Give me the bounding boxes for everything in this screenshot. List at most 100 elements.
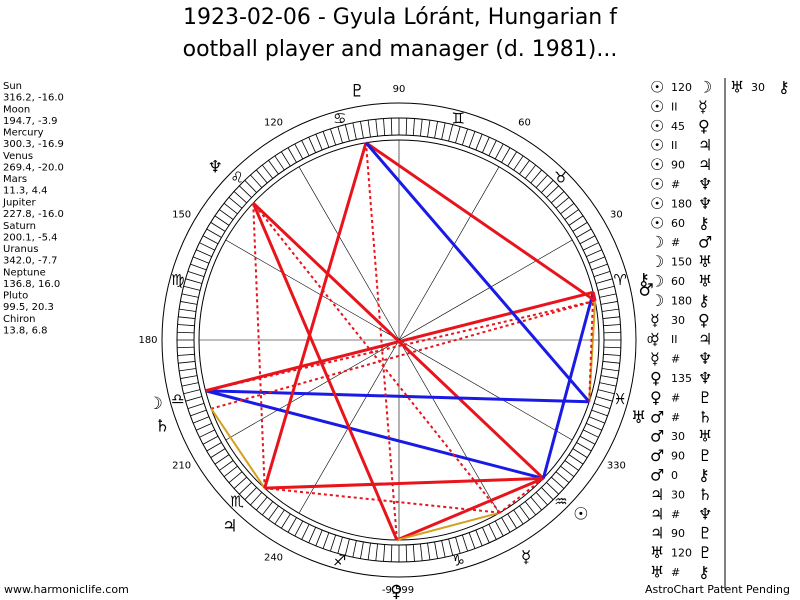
aspect-planet: ♀ <box>650 369 662 388</box>
ring-tick <box>178 316 196 319</box>
ring-tick <box>405 544 408 562</box>
ring-tick <box>337 126 343 144</box>
planet-glyph: ♅ <box>631 408 646 428</box>
planet-glyph: ♇ <box>350 81 365 101</box>
degree-label: 0 <box>647 335 653 346</box>
ring-tick <box>420 543 423 561</box>
planet-coords: 316.2, -16.0 <box>3 93 64 104</box>
planet-glyph: ☽ <box>148 394 163 414</box>
ring-tick <box>196 423 212 431</box>
sign-glyph: ♒ <box>554 492 567 510</box>
planet-coords: 300.3, -16.9 <box>3 139 64 150</box>
aspect-planet: ♂ <box>650 427 664 446</box>
ring-tick <box>177 353 195 356</box>
ring-tick <box>541 487 554 500</box>
ring-tick <box>482 527 490 543</box>
aspect-type: 45 <box>671 120 685 133</box>
ring-tick <box>210 222 226 232</box>
title-line: ootball player and manager (d. 1981)... <box>183 37 618 62</box>
ring-tick <box>390 544 393 562</box>
aspect-planet: ♇ <box>698 543 712 562</box>
degree-label: 150 <box>172 210 191 221</box>
ring-tick <box>564 460 579 471</box>
ring-tick <box>274 509 285 525</box>
aspect-type: 0 <box>671 469 678 482</box>
ring-tick <box>344 538 350 556</box>
sign-glyph: ♍ <box>171 271 184 289</box>
aspect-planet: ♀ <box>650 388 662 407</box>
aspect-type: 150 <box>671 256 692 269</box>
ring-tick <box>434 541 438 559</box>
ring-tick <box>494 143 504 160</box>
aspect-type: 90 <box>671 159 685 172</box>
ring-tick <box>330 128 337 146</box>
ring-tick <box>560 203 575 215</box>
ring-tick <box>595 396 613 402</box>
aspect-line <box>588 292 595 402</box>
planet-glyph: ⚷ <box>637 270 649 290</box>
aspect-type: 90 <box>671 450 685 463</box>
aspect-planet: ♃ <box>650 485 664 504</box>
aspect-planet: ♅ <box>698 252 712 271</box>
aspect-planet: ♅ <box>650 563 664 582</box>
ring-tick <box>420 119 423 137</box>
ring-tick <box>287 517 297 533</box>
aspect-type: 180 <box>671 197 692 210</box>
aspect-planet: ♃ <box>698 330 712 349</box>
aspect-planet: ☽ <box>698 78 712 97</box>
sign-glyph: ♌ <box>230 169 243 187</box>
ring-tick <box>448 538 454 556</box>
ring-tick <box>244 487 257 500</box>
aspect-line <box>588 300 597 402</box>
title-line: 1923-02-06 - Gyula Lóránt, Hungarian f <box>183 5 618 30</box>
ring-tick <box>330 534 337 552</box>
ring-tick <box>448 124 454 142</box>
aspect-line <box>263 142 368 489</box>
ring-tick <box>555 471 570 484</box>
ring-tick <box>586 249 602 257</box>
ring-tick <box>564 209 579 220</box>
aspect-type: 60 <box>671 275 685 288</box>
aspect-planet: ☽ <box>650 291 664 310</box>
aspect-planet: ♄ <box>698 485 712 504</box>
ring-tick <box>262 164 274 179</box>
ring-tick <box>202 235 219 245</box>
ring-tick <box>383 544 386 562</box>
aspect-type: # <box>671 178 680 191</box>
ring-tick <box>461 128 468 146</box>
ring-tick <box>206 228 222 238</box>
aspect-line <box>252 203 266 489</box>
ring-tick <box>244 180 257 193</box>
ring-tick <box>597 285 615 291</box>
ring-tick <box>294 143 304 160</box>
aspect-line <box>252 202 501 514</box>
aspect-type: # <box>671 411 680 424</box>
aspect-type: # <box>671 566 680 579</box>
ring-tick <box>602 361 620 364</box>
ring-tick <box>546 185 559 198</box>
ring-tick <box>185 396 203 402</box>
degree-label: 120 <box>264 118 283 129</box>
ring-tick <box>427 542 431 560</box>
aspect-planet: ☿ <box>650 330 660 349</box>
aspect-line <box>396 477 544 542</box>
ring-tick <box>599 293 617 298</box>
ring-tick <box>427 120 431 138</box>
ring-tick <box>482 137 490 153</box>
ring-tick <box>602 316 620 319</box>
footer-right: AstroChart Patent Pending <box>645 583 790 596</box>
ring-tick <box>568 215 584 226</box>
ring-tick <box>183 285 201 291</box>
ring-tick <box>597 389 615 395</box>
aspect-planet: ⚷ <box>778 78 790 97</box>
aspect-planet: ☉ <box>650 97 664 116</box>
aspect-planet: ☽ <box>650 252 664 271</box>
ring-tick <box>239 185 252 198</box>
planet-name: Venus <box>3 151 33 162</box>
aspect-type: 30 <box>671 430 685 443</box>
aspect-planet: ☉ <box>650 213 664 232</box>
ring-tick <box>455 536 461 554</box>
aspect-planet: ♀ <box>698 116 710 135</box>
aspect-planet: ☿ <box>698 97 708 116</box>
ring-tick <box>322 532 330 549</box>
